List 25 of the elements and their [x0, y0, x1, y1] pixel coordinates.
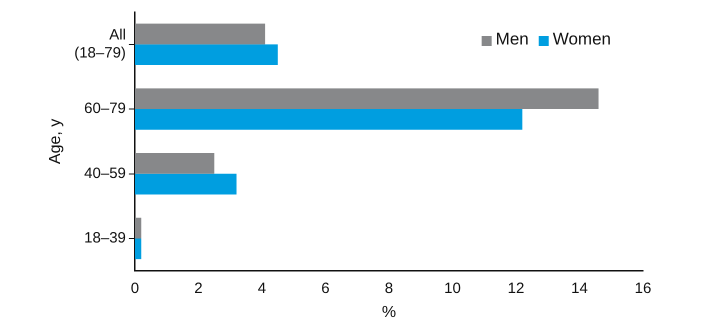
x-tick-label: 8 — [384, 280, 394, 297]
x-tick-label: 6 — [321, 280, 330, 297]
y-tick-label: 18–39 — [84, 230, 126, 247]
bar — [134, 218, 142, 238]
bar — [134, 238, 142, 260]
bar — [134, 174, 237, 194]
x-axis-title: % — [382, 304, 396, 321]
y-tick-label: 60–79 — [84, 100, 126, 118]
bar — [134, 88, 599, 110]
x-tick-label: 14 — [571, 280, 588, 297]
legend-label: Women — [552, 30, 611, 49]
bar — [134, 109, 522, 130]
x-tick-label: 10 — [444, 280, 461, 297]
x-tick-label: 12 — [508, 280, 524, 297]
bar — [134, 24, 266, 44]
y-tick-label: All (18–79) — [74, 26, 126, 62]
bar — [134, 44, 278, 66]
x-tick-label: 0 — [130, 280, 140, 297]
x-tick-label: 16 — [634, 280, 652, 297]
x-tick-label: 4 — [258, 280, 266, 297]
legend-label: Men — [496, 30, 529, 49]
y-axis-title: Age, y — [47, 118, 64, 164]
bar — [134, 153, 214, 174]
x-tick-label: 2 — [194, 280, 203, 297]
y-tick-label: 40–59 — [84, 164, 126, 182]
